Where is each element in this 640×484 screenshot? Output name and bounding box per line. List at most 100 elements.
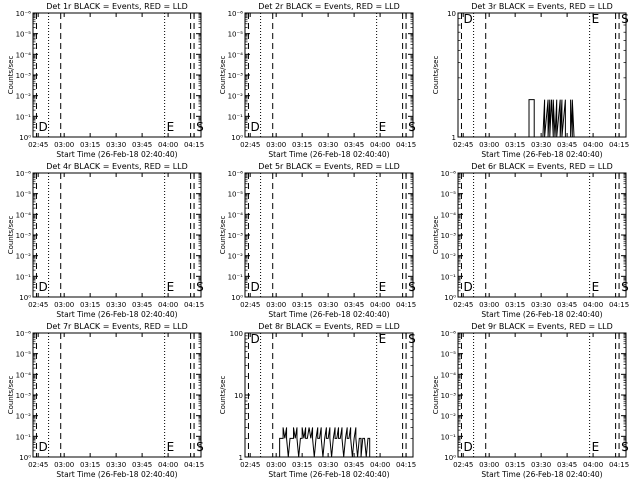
y-tick-label: 10⁻¹: [16, 273, 32, 281]
x-tick-label: 03:00: [479, 141, 499, 149]
y-tick-label: 10⁻³: [228, 232, 244, 240]
event-marker-label: E: [379, 332, 387, 346]
event-marker-label: D: [250, 280, 259, 294]
event-marker-label: E: [167, 440, 175, 454]
x-tick-label: 02:45: [453, 461, 473, 469]
x-tick-label: 04:00: [583, 301, 603, 309]
event-marker-label: E: [592, 280, 600, 294]
event-marker-label: E: [167, 120, 175, 134]
detector-panel-8: Det 8r BLACK = Events, RED = LLD 02:45 03:…: [219, 322, 416, 479]
x-tick-label: 03:15: [80, 461, 100, 469]
x-tick-label: 03:30: [318, 461, 338, 469]
plot-frame: [244, 332, 414, 458]
detector-panel-4: Det 4r BLACK = Events, RED = LLD 02:45 03:…: [7, 162, 204, 319]
x-tick-label: 04:00: [370, 301, 390, 309]
plot-frame: [32, 172, 202, 298]
detector-panel-9: Det 9r BLACK = Events, RED = LLD 02:45 03:…: [432, 322, 629, 479]
event-marker-label: D: [38, 440, 47, 454]
x-tick-label: 04:00: [583, 141, 603, 149]
y-tick-label: 10⁻⁴: [16, 211, 32, 219]
y-tick-label: 10⁻¹: [441, 273, 457, 281]
y-tick-label: 1: [239, 454, 243, 462]
x-tick-label: 04:15: [609, 141, 629, 149]
event-marker-label: S: [408, 280, 416, 294]
x-axis-label: Start Time (26-Feb-18 02:40:40): [268, 150, 389, 159]
y-tick-label: 10: [234, 392, 243, 400]
event-marker-label: E: [167, 280, 175, 294]
x-tick-label: 02:45: [240, 141, 260, 149]
x-tick-label: 03:15: [292, 301, 312, 309]
y-tick-label: 10⁻⁴: [228, 211, 244, 219]
detector-panel-3: Det 3r BLACK = Events, RED = LLD 02:45 03:…: [432, 2, 629, 159]
y-tick-label: 10⁰: [231, 134, 243, 142]
event-marker-label: D: [463, 440, 472, 454]
x-axis-label: Start Time (26-Feb-18 02:40:40): [481, 470, 602, 479]
x-tick-label: 03:30: [318, 141, 338, 149]
x-tick-label: 04:00: [158, 461, 178, 469]
y-tick-label: 10⁻⁵: [16, 31, 32, 39]
plot-frame: [457, 332, 627, 458]
y-tick-label: 10⁻⁵: [16, 351, 32, 359]
x-tick-label: 03:30: [318, 301, 338, 309]
y-axis-label: Counts/sec: [7, 216, 15, 255]
y-axis-label: Counts/sec: [7, 376, 15, 415]
event-marker-label: D: [250, 120, 259, 134]
x-tick-label: 03:15: [80, 141, 100, 149]
plot-frame: [244, 172, 414, 298]
detector-panel-5: Det 5r BLACK = Events, RED = LLD 02:45 03:…: [219, 162, 416, 319]
x-tick-label: 04:15: [396, 461, 416, 469]
y-tick-label: 10⁻³: [441, 392, 457, 400]
y-tick-label: 10⁰: [444, 454, 456, 462]
y-tick-label: 10⁻¹: [228, 273, 244, 281]
x-tick-label: 03:15: [80, 301, 100, 309]
y-tick-label: 10⁻⁶: [228, 10, 244, 18]
y-tick-label: 10⁻⁶: [16, 170, 32, 178]
y-tick-label: 10⁻⁴: [16, 371, 32, 379]
y-tick-label: 10: [447, 10, 456, 18]
y-tick-label: 10⁰: [19, 294, 31, 302]
x-tick-label: 03:15: [505, 141, 525, 149]
event-marker-label: E: [592, 440, 600, 454]
y-tick-label: 10⁻³: [228, 72, 244, 80]
x-tick-label: 02:45: [453, 141, 473, 149]
event-marker-label: S: [621, 12, 629, 26]
y-tick-label: 10⁻³: [16, 232, 32, 240]
y-tick-label: 10⁻⁴: [441, 371, 457, 379]
event-marker-label: S: [196, 120, 204, 134]
event-marker-label: D: [463, 280, 472, 294]
x-tick-label: 03:45: [132, 141, 152, 149]
detector-panel-7: Det 7r BLACK = Events, RED = LLD 02:45 03:…: [7, 322, 204, 479]
x-tick-label: 03:00: [266, 301, 286, 309]
y-tick-label: 10⁻⁵: [228, 31, 244, 39]
y-tick-label: 10⁻¹: [228, 113, 244, 121]
plot-frame: [457, 12, 627, 138]
y-tick-label: 10⁻²: [441, 413, 457, 421]
event-marker-label: S: [196, 440, 204, 454]
y-tick-label: 1: [452, 134, 456, 142]
y-axis-label: Counts/sec: [219, 56, 227, 95]
y-tick-label: 10⁻⁶: [441, 330, 457, 338]
y-axis-label: Counts/sec: [219, 216, 227, 255]
x-tick-label: 02:45: [28, 301, 48, 309]
y-tick-label: 10⁰: [444, 294, 456, 302]
y-tick-label: 100: [230, 330, 243, 338]
x-tick-label: 03:45: [557, 141, 577, 149]
x-tick-label: 03:30: [106, 301, 126, 309]
events-series-line: [528, 99, 575, 138]
x-tick-label: 04:15: [184, 301, 204, 309]
x-tick-label: 03:15: [505, 301, 525, 309]
detector-panel-6: Det 6r BLACK = Events, RED = LLD 02:45 03:…: [432, 162, 629, 319]
x-axis-label: Start Time (26-Feb-18 02:40:40): [481, 150, 602, 159]
panel-title: Det 3r BLACK = Events, RED = LLD: [471, 2, 613, 11]
y-tick-label: 10⁻⁴: [16, 51, 32, 59]
y-tick-label: 10⁻⁶: [16, 10, 32, 18]
x-tick-label: 03:00: [479, 461, 499, 469]
event-marker-label: D: [38, 120, 47, 134]
x-tick-label: 03:45: [344, 301, 364, 309]
x-axis-label: Start Time (26-Feb-18 02:40:40): [56, 150, 177, 159]
x-tick-label: 04:00: [158, 301, 178, 309]
x-tick-label: 02:45: [240, 461, 260, 469]
event-marker-label: E: [379, 120, 387, 134]
panel-title: Det 1r BLACK = Events, RED = LLD: [46, 2, 188, 11]
